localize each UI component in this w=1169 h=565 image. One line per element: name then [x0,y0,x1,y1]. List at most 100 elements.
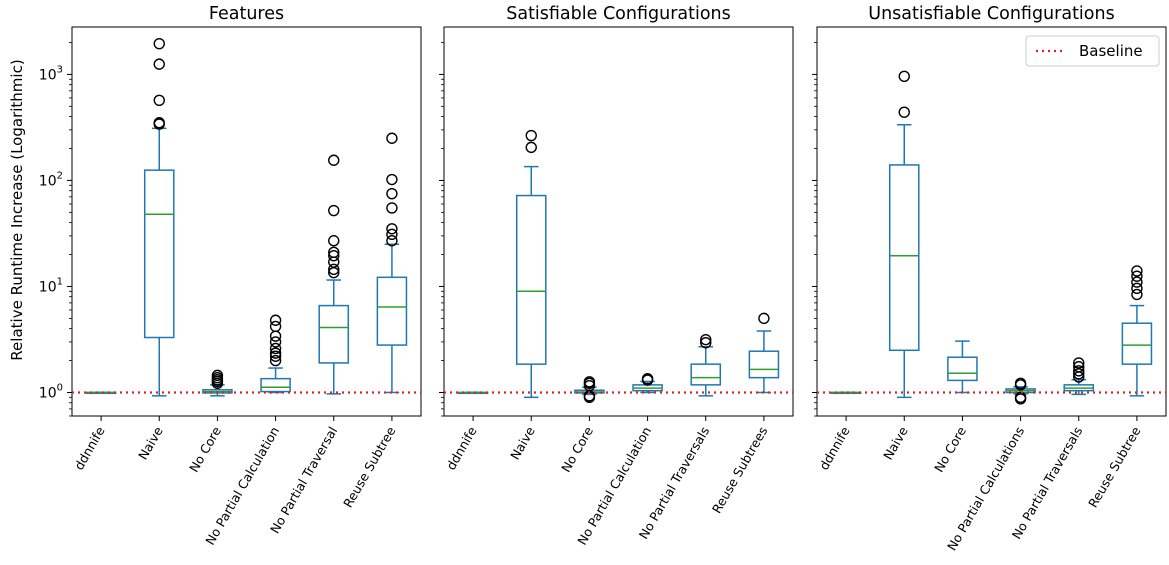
box-4 [260,314,291,394]
outlier-point [328,263,340,276]
x-tick-label: No Core [558,424,596,475]
box-body [690,363,722,386]
box-6 [748,312,780,394]
x-tick-label: Reuse Subtree [340,424,399,510]
box-4 [632,372,663,394]
outlier-point [269,330,282,342]
panel-1: Features 100 101 102 103 ddnnife Naive No Core N… [39,4,422,548]
outlier-point [1131,270,1143,282]
outlier-point [269,336,282,348]
box-6 [376,132,408,394]
box-2 [888,70,920,399]
outlier-point [386,173,398,186]
x-tick-label: Reuse Subtrees [709,424,771,516]
outlier-point [386,223,398,235]
y-axis-label: Relative Runtime Increase (Logarithmic) [8,59,26,360]
panel-2: Satisfiable Configurations ddnnife Naive No… [439,4,794,548]
outlier-point [386,187,398,200]
outlier-point [386,228,398,241]
box-body [260,377,291,393]
outlier-point [583,376,596,388]
panel-frame [71,26,422,417]
outlier-point [328,250,340,262]
outlier-point [641,372,654,385]
box-body [947,356,978,382]
outlier-point [153,58,165,70]
box-body [143,169,175,339]
outlier-point [328,235,340,247]
box-body [318,304,350,364]
box-body [1121,322,1153,365]
x-tick-label: Naive [135,424,166,463]
box-2 [515,129,547,399]
panel-frame [816,26,1167,417]
legend: Baseline [1025,35,1160,67]
box-4 [1005,377,1036,405]
y-tick-label: 101 [39,276,63,295]
box-6 [1121,265,1153,397]
box-5 [690,333,722,397]
outlier-point [758,312,770,325]
outlier-point [328,246,340,258]
outlier-point [1014,391,1027,404]
outlier-point [1131,282,1143,295]
outlier-point [1073,361,1085,373]
outlier-point [1073,357,1085,369]
x-tick-label: ddnnife [71,424,108,473]
outlier-point [386,202,398,214]
outlier-point [1014,377,1027,390]
x-tick-label: ddnnife [443,424,480,473]
outlier-point [898,70,910,82]
box-body [515,194,547,365]
outlier-point [1073,368,1085,380]
box-3 [947,340,978,394]
x-tick-label: No Partial Traversal [267,424,340,536]
outlier-point [269,342,282,355]
box-2 [143,37,175,397]
outlier-point [386,235,398,247]
panel-title: Satisfiable Configurations [506,4,731,24]
outlier-point [700,333,712,346]
outlier-point [1131,265,1143,277]
box-body [748,350,780,379]
outlier-point [328,154,340,166]
outlier-point [153,117,165,129]
outlier-point [269,314,282,326]
outlier-point [525,141,537,154]
x-tick-label: Naive [507,424,538,463]
outlier-point [269,354,282,367]
outlier-point [1131,288,1143,301]
box-3 [574,376,605,404]
box-5 [1063,357,1095,396]
panel-title: Unsatisfiable Configurations [868,4,1114,24]
legend-box [1025,35,1160,67]
outlier-point [525,129,537,142]
outlier-point [1073,365,1085,377]
outlier-point [386,132,398,144]
outlier-point [269,320,282,333]
outlier-point [211,369,224,382]
outlier-point [153,37,165,50]
outlier-point [700,336,712,349]
y-tick-label: 102 [39,170,63,189]
outlier-point [898,106,910,118]
panel-title: Features [209,4,284,24]
outlier-point [1131,276,1143,288]
legend-label: Baseline [1079,42,1143,60]
box-5 [318,154,350,395]
panels: Features 100 101 102 103 ddnnife Naive No Core N… [39,4,1167,553]
outlier-point [269,347,282,359]
y-tick-label: 100 [39,382,63,401]
y-tick-label: 103 [39,64,63,83]
x-tick-label: Reuse Subtree [1085,424,1144,510]
x-tick-label: ddnnife [816,424,853,473]
panel-3: Unsatisfiable Configurations ddnnife Naive… [812,4,1167,553]
outlier-point [269,350,282,362]
x-tick-label: No Core [931,424,969,475]
outlier-point [328,204,340,217]
x-tick-label: No Core [186,424,224,475]
box-body [376,276,408,346]
box-body [888,164,920,352]
x-tick-label: Naive [880,424,911,463]
